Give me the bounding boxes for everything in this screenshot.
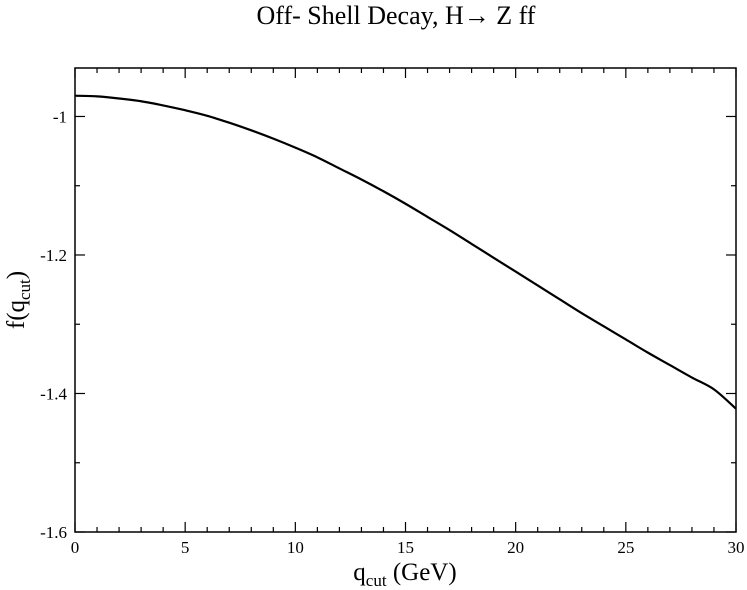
x-tick-label: 10 — [287, 538, 304, 557]
x-tick-label: 0 — [71, 538, 80, 557]
y-axis-tick-labels: -1.6 -1.4 -1.2 -1 — [40, 107, 67, 542]
plot-area — [74, 67, 737, 533]
y-tick-label: -1.4 — [40, 384, 67, 403]
x-axis-label-sub: cut — [366, 571, 387, 590]
series-line — [74, 94, 737, 410]
x-tick-label: 5 — [181, 538, 190, 557]
y-tick-label: -1.2 — [40, 246, 67, 265]
x-tick-label: 25 — [617, 538, 634, 557]
x-tick-label: 15 — [397, 538, 414, 557]
y-axis-label: f(qcut) — [3, 271, 34, 329]
x-axis-label-rest: (GeV) — [387, 559, 457, 586]
y-axis-label-rest: ) — [3, 271, 30, 279]
x-axis-tick-labels: 0 5 10 15 20 25 30 — [71, 538, 745, 557]
x-axis-label-main: q — [353, 559, 366, 586]
y-axis-label-sub: cut — [15, 279, 34, 300]
x-axis-ticks — [74, 68, 737, 532]
y-tick-label: -1 — [53, 107, 67, 126]
x-tick-label: 20 — [507, 538, 524, 557]
y-axis-label-main: f(q — [3, 299, 30, 329]
y-tick-label: -1.6 — [40, 523, 67, 542]
x-tick-label: 30 — [728, 538, 745, 557]
chart-title: Off- Shell Decay, H→ Z ff — [257, 1, 536, 30]
y-axis-ticks — [75, 115, 736, 533]
x-axis-label: qcut (GeV) — [353, 559, 456, 590]
